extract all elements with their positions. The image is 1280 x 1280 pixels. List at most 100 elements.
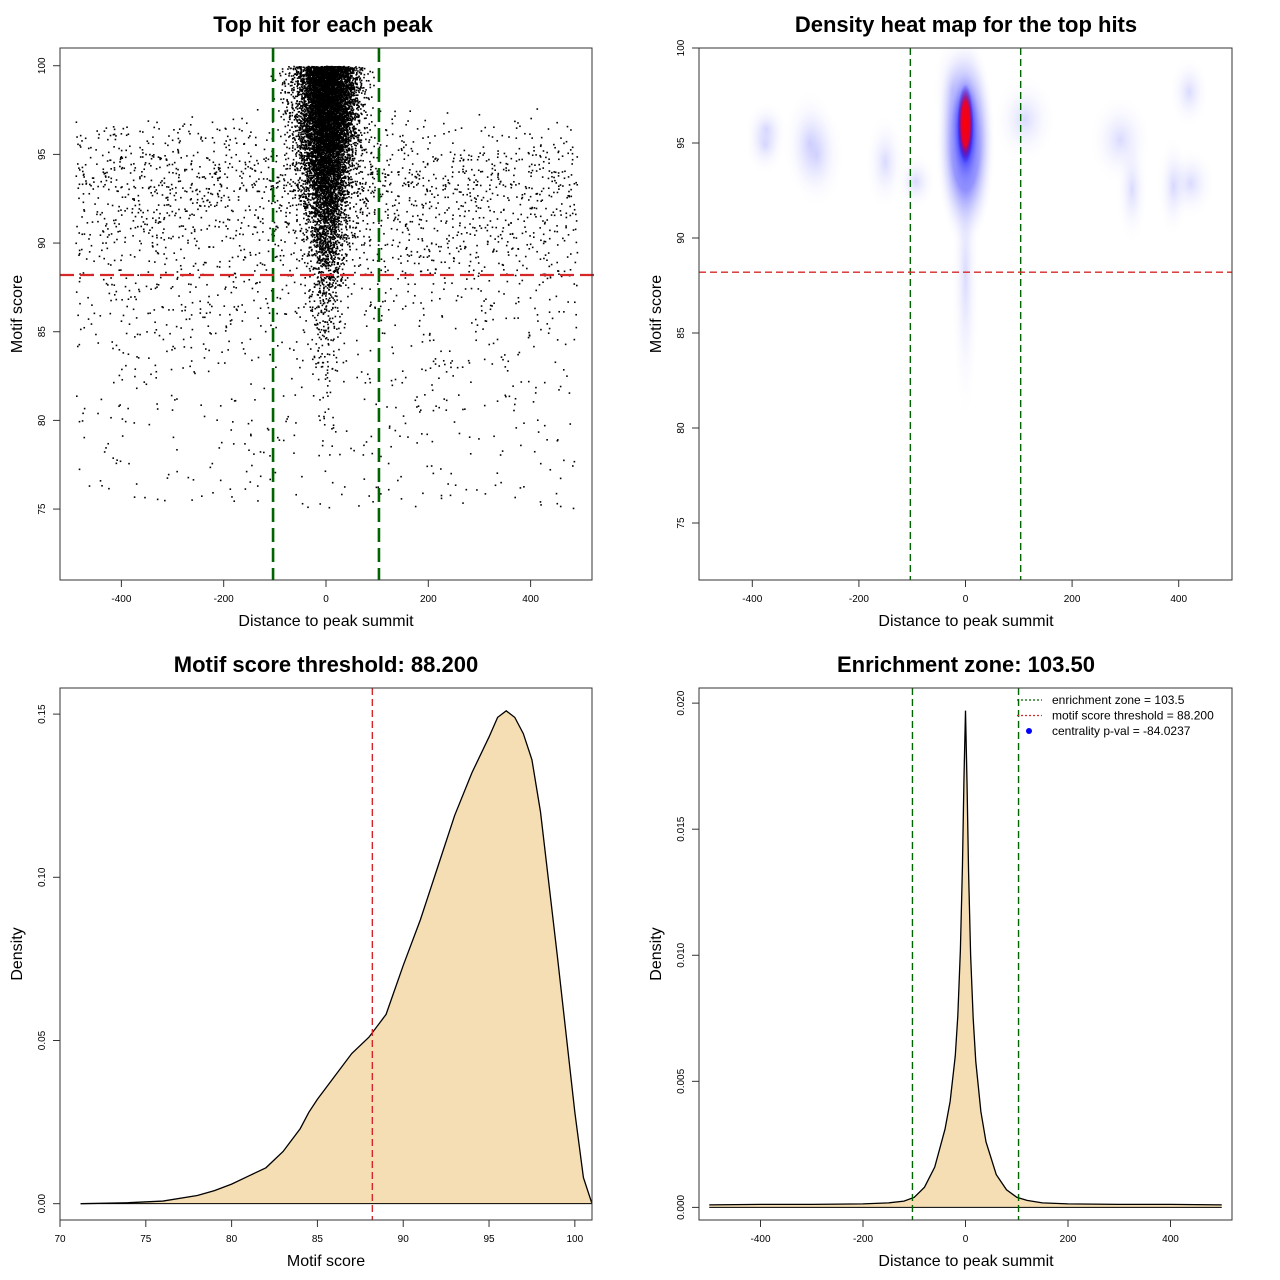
scatter-point — [314, 307, 317, 310]
scatter-point — [563, 142, 565, 145]
scatter-point — [543, 222, 546, 225]
scatter-point — [259, 307, 262, 310]
scatter-point — [124, 241, 126, 243]
scatter-point — [576, 156, 579, 158]
scatter-point — [108, 487, 110, 490]
scatter-point — [122, 127, 125, 130]
scatter-point — [445, 399, 448, 402]
scatter-point — [291, 133, 294, 135]
scatter-point — [113, 381, 115, 384]
scatter-point — [436, 159, 439, 162]
scatter-point — [465, 488, 468, 491]
scatter-point — [401, 149, 403, 152]
scatter-point — [339, 249, 341, 252]
scatter-point — [290, 93, 293, 96]
scatter-point — [124, 285, 127, 288]
scatter-point — [489, 198, 492, 201]
scatter-point — [496, 194, 499, 196]
scatter-point — [101, 154, 104, 157]
scatter-point — [470, 155, 473, 158]
scatter-point — [304, 201, 306, 203]
scatter-point — [365, 310, 367, 312]
scatter-point — [499, 454, 502, 456]
scatter-point — [196, 193, 199, 196]
scatter-point — [285, 139, 287, 142]
scatter-point — [305, 119, 308, 121]
scatter-point — [311, 187, 314, 190]
scatter-point — [83, 233, 86, 235]
scatter-point — [369, 301, 372, 304]
scatter-point — [454, 188, 456, 191]
scatter-point — [355, 89, 358, 92]
scatter-point — [398, 202, 400, 205]
scatter-point — [134, 204, 137, 207]
scatter-point — [342, 142, 344, 144]
scatter-point — [273, 221, 276, 224]
scatter-point — [517, 122, 519, 124]
scatter-point — [355, 104, 358, 106]
scatter-point — [302, 238, 305, 241]
scatter-point — [149, 312, 151, 315]
scatter-point — [196, 188, 198, 191]
scatter-point — [486, 243, 489, 246]
scatter-point — [319, 199, 322, 201]
scatter-point — [283, 143, 286, 145]
scatter-point — [288, 222, 290, 225]
scatter-point — [503, 152, 506, 155]
scatter-point — [499, 233, 502, 236]
scatter-point — [477, 156, 480, 158]
scatter-point — [258, 178, 260, 180]
scatter-point — [320, 184, 323, 187]
scatter-point — [501, 237, 503, 240]
scatter-point — [163, 228, 165, 230]
scatter-point — [527, 380, 530, 383]
scatter-point — [316, 202, 318, 205]
scatter-point — [309, 177, 311, 180]
scatter-point — [159, 276, 162, 279]
scatter-point — [393, 300, 395, 302]
scatter-point — [219, 479, 222, 482]
scatter-point — [209, 172, 211, 175]
scatter-point — [269, 353, 271, 356]
scatter-point — [459, 214, 461, 217]
scatter-point — [217, 166, 220, 169]
scatter-point — [528, 165, 531, 168]
scatter-point — [414, 505, 417, 508]
scatter-point — [105, 127, 108, 129]
scatter-point — [311, 338, 314, 341]
scatter-point — [460, 296, 463, 299]
scatter-point — [557, 185, 560, 188]
scatter-point — [253, 453, 255, 455]
scatter-point — [554, 171, 557, 174]
scatter-point — [335, 215, 337, 218]
scatter-point — [513, 236, 515, 239]
scatter-point — [200, 138, 202, 140]
scatter-point — [325, 200, 327, 203]
scatter-point — [216, 265, 219, 268]
scatter-point — [332, 291, 334, 294]
scatter-point — [437, 158, 439, 161]
scatter-point — [467, 177, 470, 180]
scatter-point — [466, 193, 468, 196]
scatter-point — [513, 409, 515, 412]
scatter-point — [506, 370, 509, 372]
scatter-point — [324, 189, 327, 191]
scatter-point — [151, 245, 154, 247]
scatter-point — [326, 361, 329, 363]
scatter-point — [521, 196, 524, 199]
scatter-point — [518, 351, 521, 354]
scatter-point — [151, 226, 154, 229]
scatter-point — [380, 493, 382, 495]
scatter-point — [369, 349, 372, 352]
scatter-point — [185, 168, 188, 171]
scatter-point — [416, 251, 419, 253]
scatter-point — [384, 271, 387, 273]
scatter-point — [316, 314, 319, 317]
scatter-point — [247, 422, 250, 425]
scatter-point — [491, 226, 494, 229]
scatter-point — [550, 195, 553, 198]
scatter-point — [378, 146, 381, 149]
scatter-point — [414, 399, 417, 402]
scatter-point — [478, 438, 480, 440]
scatter-point — [165, 271, 167, 274]
